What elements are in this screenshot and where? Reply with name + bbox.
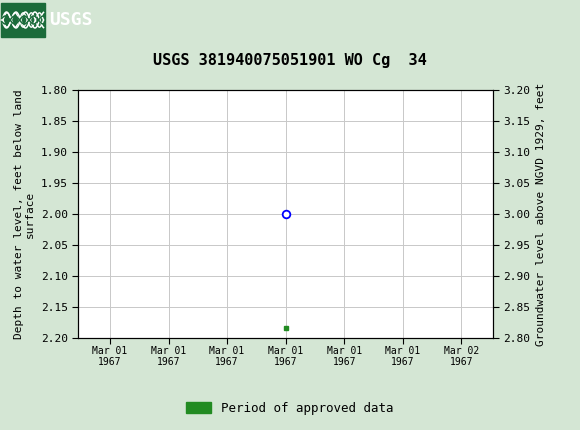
Y-axis label: Groundwater level above NGVD 1929, feet: Groundwater level above NGVD 1929, feet [536, 82, 546, 346]
FancyBboxPatch shape [1, 3, 45, 37]
Text: USGS: USGS [49, 11, 93, 29]
Text: USGS 381940075051901 WO Cg  34: USGS 381940075051901 WO Cg 34 [153, 52, 427, 68]
Y-axis label: Depth to water level, feet below land
surface: Depth to water level, feet below land su… [14, 89, 35, 339]
Legend: Period of approved data: Period of approved data [181, 397, 399, 420]
